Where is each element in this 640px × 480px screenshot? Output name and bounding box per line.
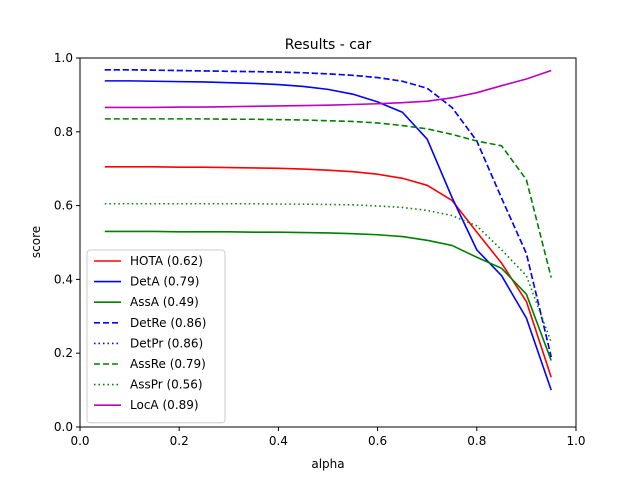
legend-label-6: AssPr (0.56) [130,378,203,392]
legend-label-7: LocA (0.89) [130,398,199,412]
legend-label-0: HOTA (0.62) [130,254,203,268]
series-line-7 [104,69,552,109]
legend-label-2: AssA (0.49) [130,295,199,309]
y-axis: 0.0 0.2 0.4 0.6 0.8 1.0 [54,51,80,434]
y-tick-label-2: 0.4 [54,272,73,286]
legend-box [86,249,226,424]
series-layer [104,69,552,391]
legend-label-3: DetRe (0.86) [130,316,206,330]
x-tick-label-2: 0.4 [269,434,288,448]
y-tick-label-3: 0.6 [54,199,73,213]
series-line-6 [104,202,552,343]
series-line-1 [104,80,552,391]
x-axis: 0.0 0.2 0.4 0.6 0.8 1.0 [70,427,586,448]
y-tick-label-0: 0.0 [54,420,73,434]
x-tick-label-1: 0.2 [170,434,189,448]
x-tick-label-3: 0.6 [368,434,387,448]
x-tick-label-5: 1.0 [566,434,585,448]
series-line-0 [104,166,552,378]
x-tick-label-0: 0.0 [70,434,89,448]
legend-label-1: DetA (0.79) [130,275,199,289]
legend-label-4: DetPr (0.86) [130,336,203,350]
plot-frame [79,57,577,428]
y-tick-label-5: 1.0 [54,51,73,65]
x-axis-label: alpha [311,457,344,471]
x-tick-label-4: 0.8 [467,434,486,448]
series-line-5 [104,118,552,278]
y-tick-label-4: 0.8 [54,125,73,139]
series-line-2 [104,230,552,361]
y-tick-label-1: 0.2 [54,346,73,360]
chart-title: Results - car [285,37,372,53]
legend-label-5: AssRe (0.79) [130,357,206,371]
legend: HOTA (0.62) DetA (0.79) AssA (0.49) DetRe (… [86,249,226,424]
y-axis-label: score [29,226,43,258]
